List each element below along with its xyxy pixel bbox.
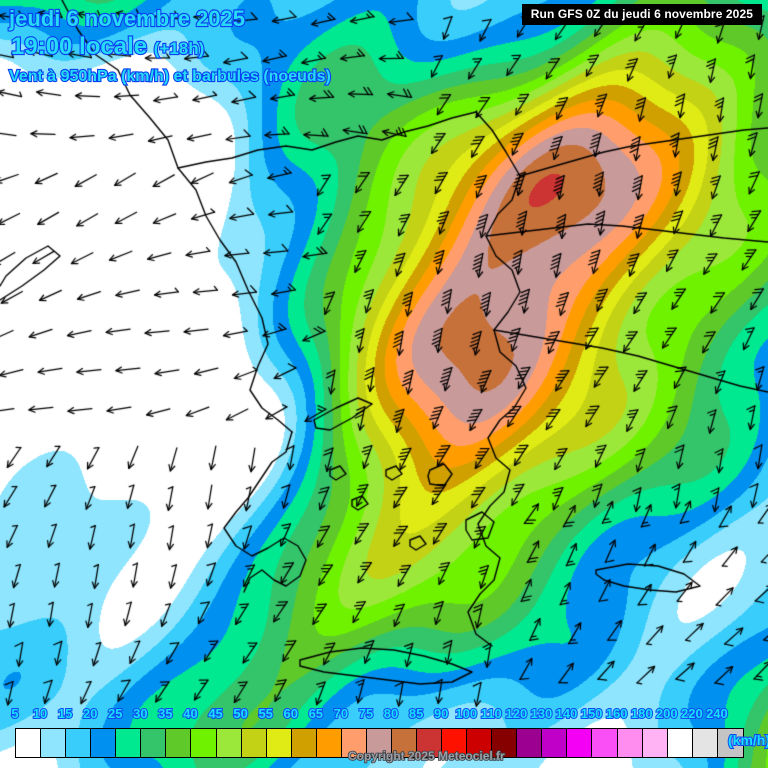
legend-tick: 150: [580, 705, 604, 722]
legend-swatch: [366, 729, 392, 757]
legend-swatch: [341, 729, 367, 757]
legend-tick-labels: 5 10 15 20 25 30 35 40 45 50 55 60 65 70 75 80 85 90 100 11…: [0, 705, 768, 728]
legend-swatch: [66, 729, 92, 757]
legend-tick: 90: [433, 705, 450, 722]
map-time-title: 19:00 locale (+18h): [10, 32, 206, 61]
map-parameter-title: Vent à 950hPa (km/h) et barbules (noeuds…: [8, 67, 332, 86]
legend-tick: 50: [232, 705, 249, 722]
legend-swatch: [391, 729, 417, 757]
model-run-badge: Run GFS 0Z du jeudi 6 novembre 2025: [521, 4, 762, 25]
legend-swatch: [191, 729, 217, 757]
legend-tick: 75: [358, 705, 375, 722]
legend-swatch: [592, 729, 618, 757]
legend-swatch: [417, 729, 443, 757]
legend-swatch: [717, 729, 743, 757]
legend-tick: 45: [207, 705, 224, 722]
legend-swatch: [442, 729, 468, 757]
legend-tick: 200: [655, 705, 679, 722]
legend-swatch: [492, 729, 518, 757]
legend-tick: 55: [257, 705, 274, 722]
legend-tick: 240: [705, 705, 729, 722]
legend-swatch: [617, 729, 643, 757]
legend-tick: 65: [308, 705, 325, 722]
legend-swatch: [517, 729, 543, 757]
legend-tick: 85: [408, 705, 425, 722]
color-scale-legend: 5 10 15 20 25 30 35 40 45 50 55 60 65 70 75 80 85 90 100 11…: [0, 705, 768, 768]
legend-tick: 10: [32, 705, 49, 722]
legend-swatch: [241, 729, 267, 757]
legend-swatch: [291, 729, 317, 757]
legend-swatch: [266, 729, 292, 757]
legend-swatch: [567, 729, 593, 757]
map-date-title: jeudi 6 novembre 2025: [8, 5, 246, 32]
legend-swatch: [91, 729, 117, 757]
legend-swatch: [667, 729, 693, 757]
legend-swatch: [316, 729, 342, 757]
map-parameter-text: Vent à 950hPa (km/h) et barbules (noeuds…: [8, 67, 332, 86]
map-time-text: 19:00 locale: [10, 32, 148, 61]
legend-swatch: [542, 729, 568, 757]
legend-tick: 120: [505, 705, 529, 722]
legend-swatch: [116, 729, 142, 757]
legend-unit-label: (km/h): [727, 731, 768, 749]
copyright-notice: Copyright 2025 Meteociel.fr: [347, 748, 505, 764]
legend-tick: 110: [480, 705, 503, 722]
legend-swatch: [166, 729, 192, 757]
legend-swatch: [141, 729, 167, 757]
legend-swatch: [216, 729, 242, 757]
legend-swatch: [642, 729, 668, 757]
legend-tick: 20: [82, 705, 99, 722]
legend-tick: 70: [333, 705, 350, 722]
legend-tick: 180: [630, 705, 654, 722]
legend-swatch: [467, 729, 493, 757]
legend-tick: 35: [157, 705, 174, 722]
legend-tick: 30: [132, 705, 149, 722]
legend-tick: 160: [605, 705, 629, 722]
legend-tick: 5: [10, 705, 19, 722]
map-leadtime-text: (+18h): [153, 38, 206, 59]
legend-color-bar: [15, 728, 744, 758]
legend-tick: 60: [282, 705, 299, 722]
legend-tick: 15: [57, 705, 74, 722]
legend-tick: 220: [680, 705, 704, 722]
legend-swatch: [692, 729, 718, 757]
map-date-text: jeudi 6 novembre 2025: [8, 5, 246, 32]
legend-swatch: [41, 729, 67, 757]
legend-tick: 40: [182, 705, 199, 722]
legend-swatch: [16, 729, 42, 757]
legend-tick: 140: [555, 705, 579, 722]
legend-tick: 130: [530, 705, 554, 722]
legend-tick: 25: [107, 705, 124, 722]
legend-tick: 100: [454, 705, 478, 722]
legend-tick: 80: [383, 705, 400, 722]
